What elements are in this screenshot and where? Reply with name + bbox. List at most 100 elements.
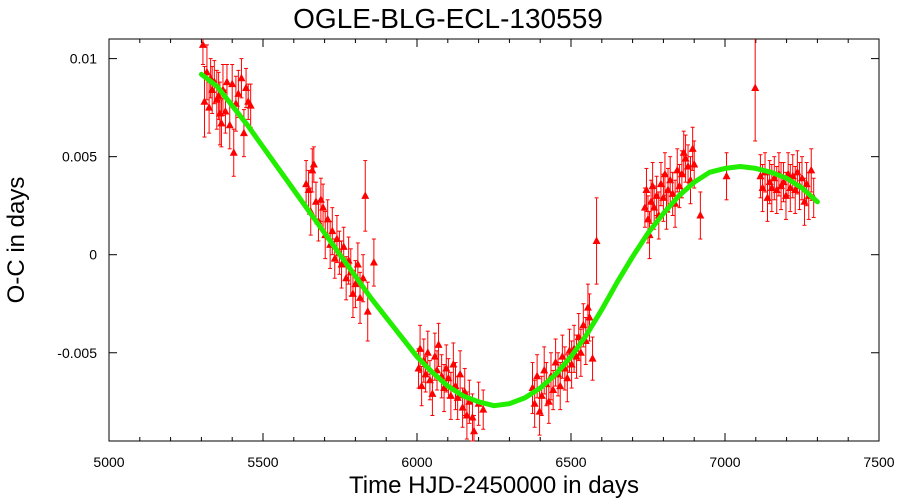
data-point — [202, 67, 211, 76]
plot-frame — [108, 38, 880, 442]
data-point — [221, 107, 230, 115]
data-point — [234, 89, 243, 97]
data-point — [304, 185, 313, 193]
data-point — [215, 109, 224, 117]
data-point — [311, 197, 320, 205]
data-point — [567, 360, 576, 368]
x-tick-label: 7500 — [863, 454, 894, 470]
data-point — [337, 260, 346, 268]
data-point — [758, 183, 767, 192]
data-point — [648, 181, 657, 190]
data-point — [668, 189, 677, 197]
data-point — [330, 254, 339, 262]
data-point — [319, 203, 328, 211]
data-point — [416, 344, 425, 352]
x-tick-label: 6500 — [555, 454, 586, 470]
data-point — [468, 412, 477, 421]
data-point — [302, 179, 311, 188]
data-point — [353, 260, 362, 268]
data-point — [440, 383, 449, 392]
data-point — [246, 101, 255, 109]
x-tick-label: 5500 — [247, 454, 278, 470]
data-point — [642, 185, 651, 193]
data-point — [549, 385, 558, 394]
x-axis-ticks: 5000 5500 6000 6500 7000 7500 — [93, 39, 895, 470]
data-point — [793, 167, 802, 176]
data-point — [656, 179, 665, 188]
data-point — [456, 369, 465, 378]
data-point — [574, 332, 583, 341]
data-point — [677, 169, 686, 178]
data-point — [673, 165, 682, 174]
x-tick-label: 5000 — [93, 454, 124, 470]
x-axis-label: Time HJD-2450000 in days — [349, 472, 639, 499]
data-point — [684, 161, 693, 170]
data-point — [308, 165, 317, 174]
data-point — [328, 226, 337, 235]
data-point — [225, 120, 234, 129]
data-point — [563, 373, 572, 382]
data-point — [659, 193, 668, 201]
data-point — [351, 279, 360, 288]
data-point — [788, 171, 797, 180]
data-point — [533, 371, 542, 380]
data-point — [722, 171, 731, 180]
error-bars — [200, 39, 816, 442]
data-point — [556, 381, 565, 390]
data-point — [462, 411, 471, 419]
data-point — [458, 403, 467, 411]
data-point — [592, 236, 601, 244]
data-point — [361, 191, 370, 199]
data-point — [690, 160, 699, 168]
data-point — [428, 389, 437, 397]
data-point — [800, 197, 809, 205]
data-point — [446, 391, 455, 399]
data-point — [647, 197, 656, 205]
data-point — [765, 177, 774, 186]
x-tick-label: 7000 — [709, 454, 740, 470]
data-points — [198, 40, 818, 435]
data-point — [205, 103, 214, 111]
data-point — [772, 185, 781, 193]
data-point — [777, 181, 786, 190]
fit-curve — [198, 71, 820, 409]
data-point — [339, 242, 348, 250]
data-point — [430, 352, 439, 360]
data-point — [469, 426, 478, 435]
data-point — [444, 373, 453, 382]
data-point — [644, 214, 652, 223]
data-point — [417, 381, 426, 390]
y-tick-label: 0.01 — [70, 51, 97, 67]
data-point — [798, 173, 806, 182]
data-point — [679, 148, 688, 156]
data-point — [652, 191, 661, 199]
data-point — [425, 375, 434, 384]
data-point — [200, 97, 209, 105]
data-point — [369, 258, 378, 266]
data-point — [537, 391, 546, 399]
y-tick-label: 0 — [89, 247, 97, 263]
data-point — [681, 154, 690, 162]
y-tick-label: -0.005 — [57, 345, 97, 361]
data-point — [316, 195, 325, 203]
data-point — [217, 118, 226, 127]
data-point — [675, 181, 684, 190]
data-point — [544, 397, 553, 405]
data-point — [465, 397, 474, 405]
data-point — [666, 175, 675, 184]
data-point — [198, 40, 207, 48]
y-axis-label: O-C in days — [3, 177, 30, 304]
data-point — [763, 193, 772, 201]
data-point — [449, 360, 458, 368]
data-point — [356, 293, 365, 301]
data-point — [237, 73, 246, 82]
data-point — [242, 83, 251, 92]
data-point — [535, 407, 544, 415]
data-point — [363, 307, 372, 315]
data-point — [453, 393, 462, 401]
y-axis-ticks: -0.005 0 0.005 0.01 — [57, 51, 879, 361]
data-point — [579, 320, 588, 329]
data-point — [323, 214, 332, 223]
data-point — [212, 95, 221, 103]
